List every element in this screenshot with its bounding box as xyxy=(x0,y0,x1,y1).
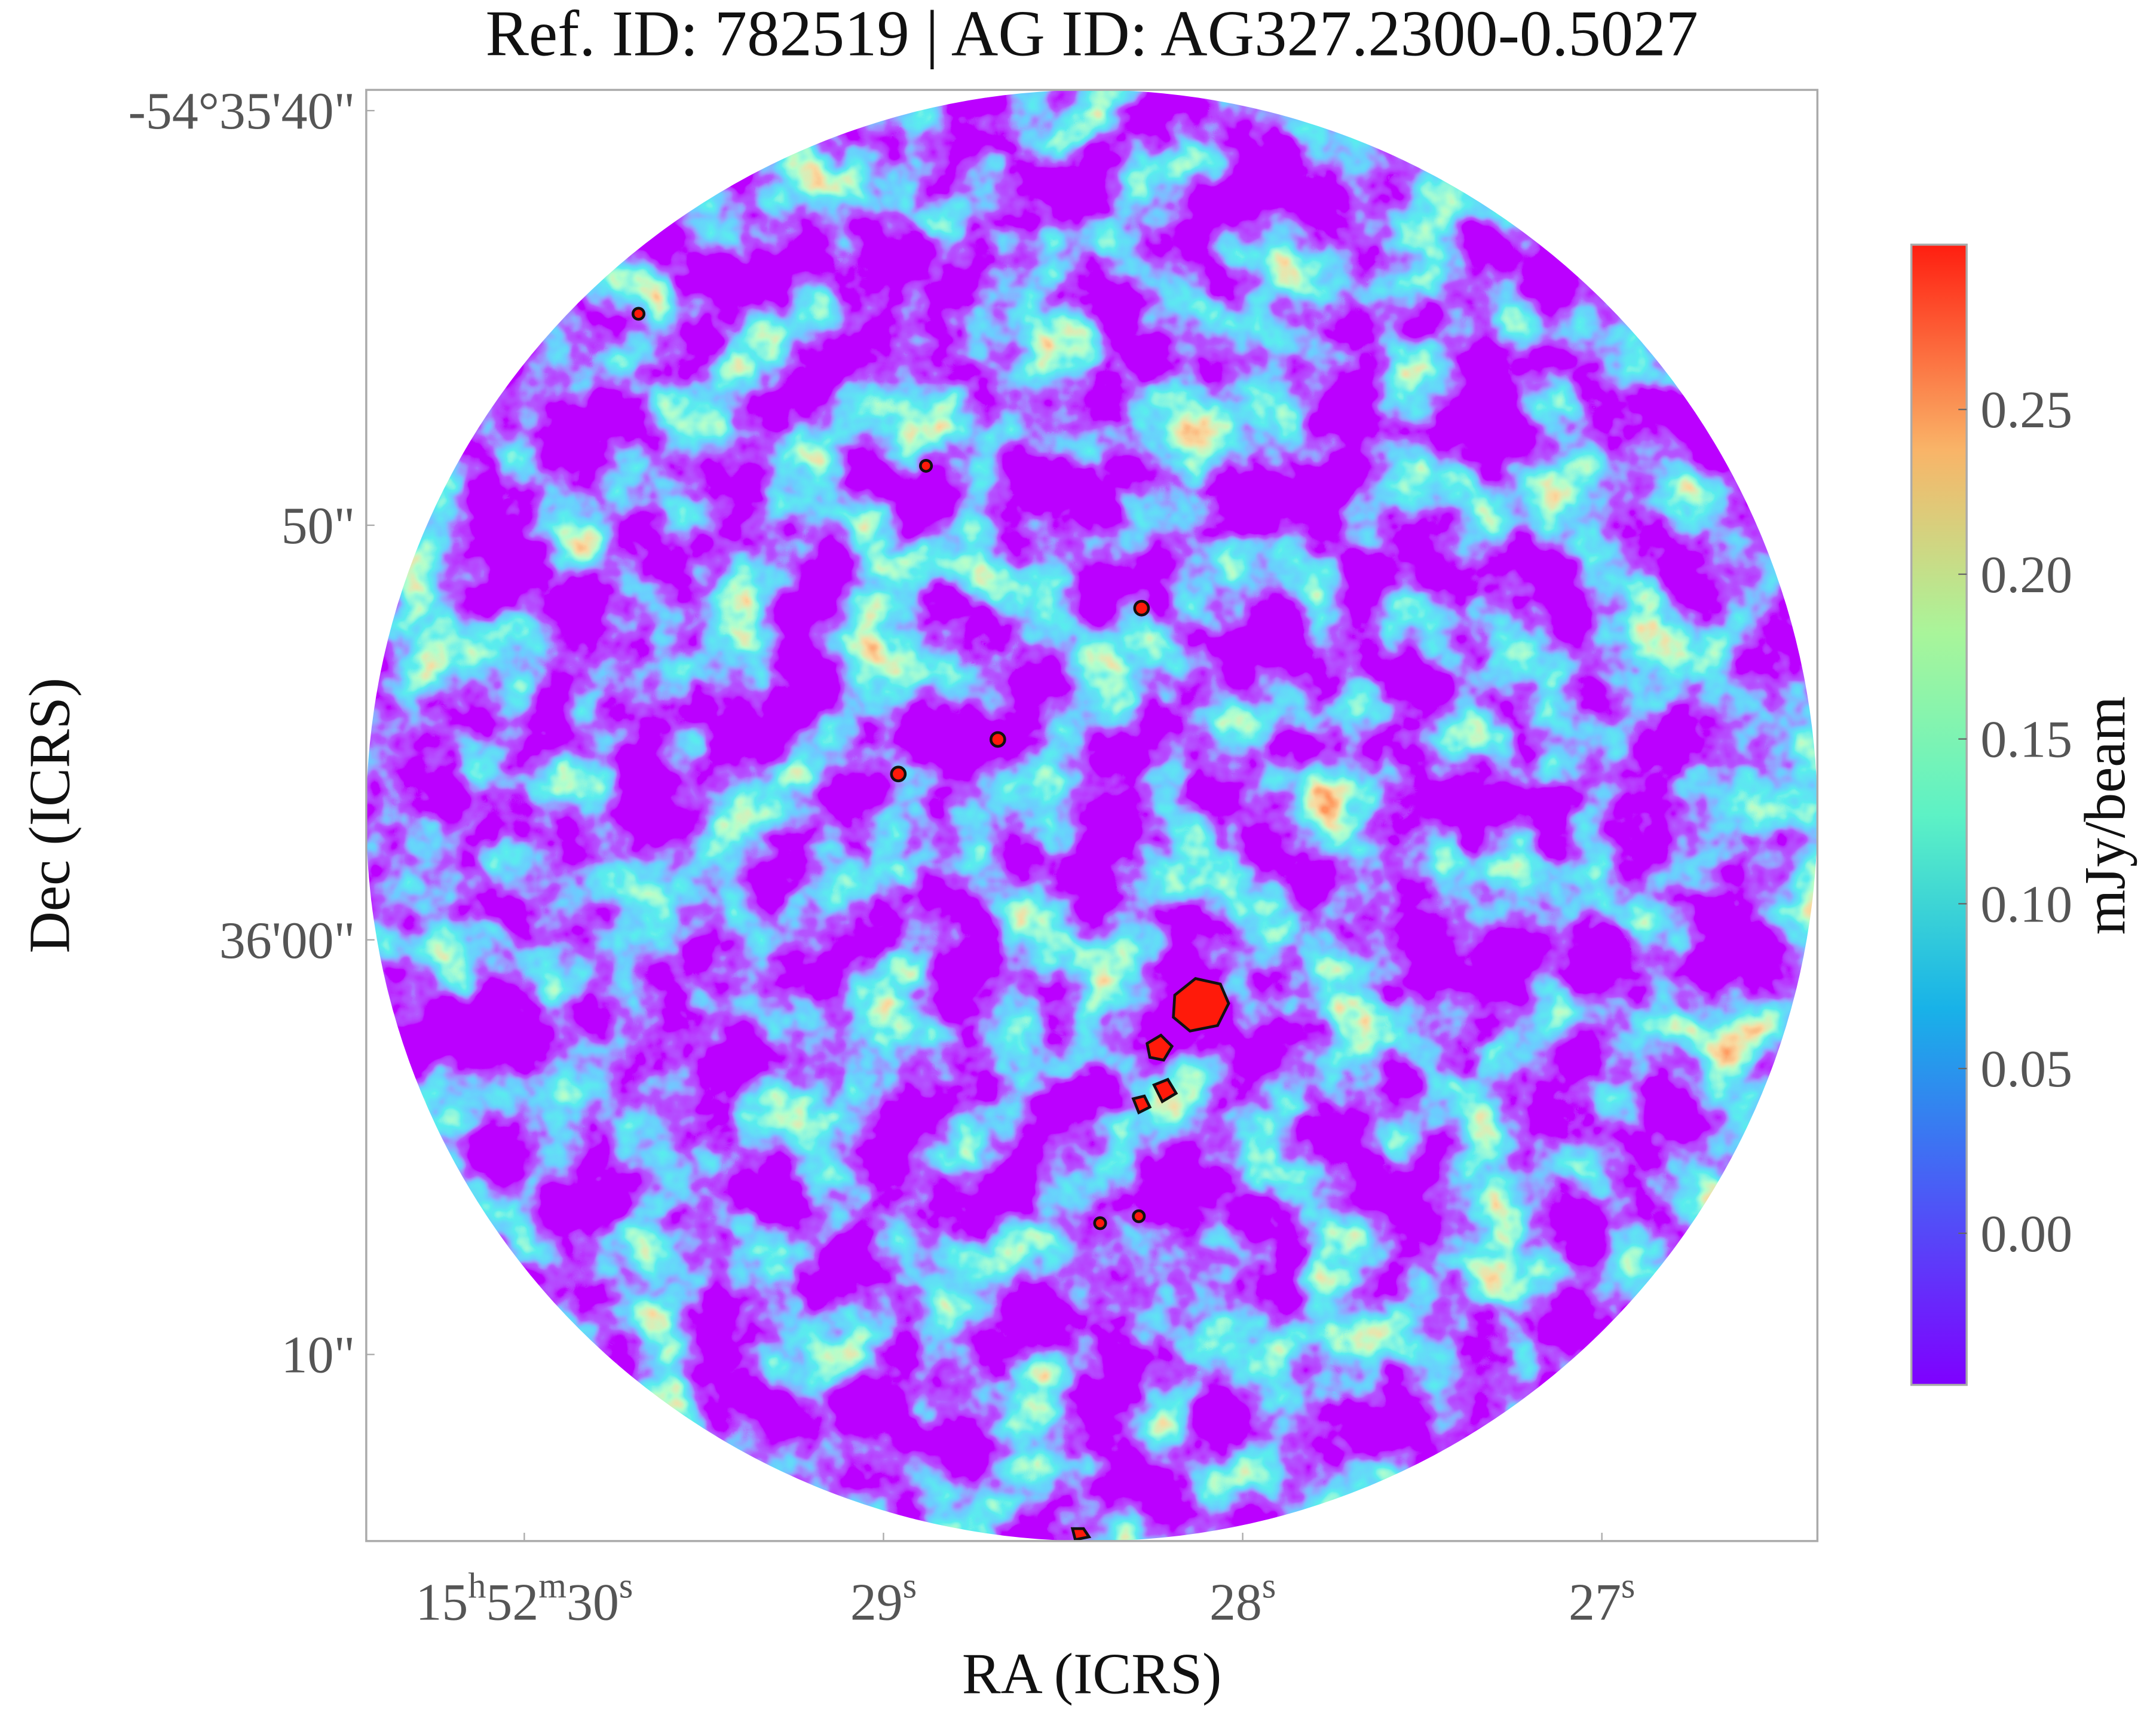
colorbar-tick-label: 0.15 xyxy=(1980,711,2072,769)
contour xyxy=(1093,1216,1107,1230)
x-tick-label: 28s xyxy=(1209,1566,1276,1632)
x-axis-label: RA (ICRS) xyxy=(962,1642,1221,1706)
colorbar-tick-label: 0.10 xyxy=(1980,875,2072,933)
y-axis-label: Dec (ICRS) xyxy=(18,678,82,953)
contour xyxy=(1152,1077,1178,1104)
x-tick-label: 15h52m30s xyxy=(415,1566,633,1632)
contour xyxy=(890,765,907,783)
contour xyxy=(1172,977,1230,1033)
contour xyxy=(1131,1094,1152,1115)
sky-image xyxy=(366,90,1818,1541)
contour xyxy=(1133,599,1150,617)
y-tick-label: 36'00" xyxy=(219,912,355,970)
contours xyxy=(631,307,1230,1542)
colorbar-tick-label: 0.25 xyxy=(1980,381,2072,439)
y-tick-label: 10" xyxy=(281,1327,356,1385)
chart-title: Ref. ID: 782519 | AG ID: AG327.2300-0.50… xyxy=(485,0,1698,70)
contour xyxy=(631,307,646,321)
contour xyxy=(1132,1209,1146,1223)
colorbar-tick-label: 0.20 xyxy=(1980,546,2072,604)
y-tick-label: 50" xyxy=(281,497,356,555)
contour xyxy=(919,458,933,473)
colorbar-tick-label: 0.00 xyxy=(1980,1205,2072,1263)
plot-frame xyxy=(365,88,1819,1542)
y-tick-label: -54°35'40" xyxy=(128,82,356,140)
contour xyxy=(1146,1033,1174,1062)
colorbar-tick-label: 0.05 xyxy=(1980,1040,2072,1098)
intensity-map xyxy=(366,90,1818,1541)
contour xyxy=(1070,1527,1092,1542)
colorbar-label: mJy/beam xyxy=(2073,696,2137,935)
x-tick-label: 27s xyxy=(1569,1566,1635,1632)
contour xyxy=(989,731,1006,748)
x-tick-label: 29s xyxy=(850,1566,917,1632)
colorbar xyxy=(1910,243,1968,1386)
